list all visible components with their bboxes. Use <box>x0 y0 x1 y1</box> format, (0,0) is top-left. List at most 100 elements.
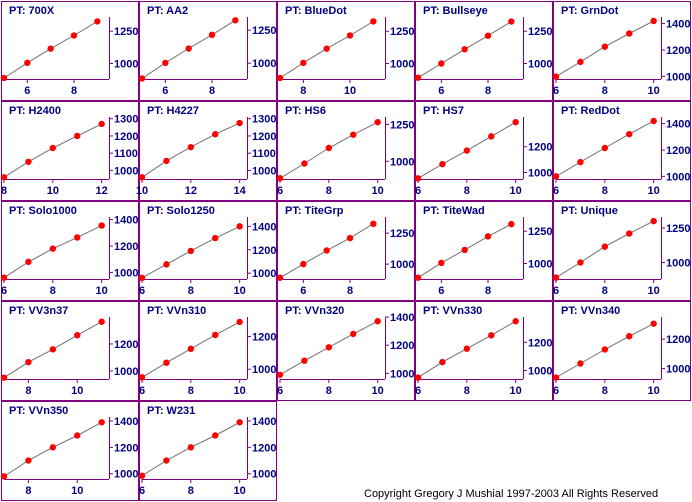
y-tick-label: 1200 <box>252 245 276 257</box>
chart-title: PT: GrnDot <box>561 5 619 17</box>
data-point <box>512 118 519 126</box>
y-tick-label: 1200 <box>390 340 414 352</box>
chart-panel: PT: H4227 10 12 14 1000 1100 1200 1300 <box>136 101 277 201</box>
data-point <box>414 274 422 281</box>
x-tick-label: 8 <box>326 185 332 197</box>
data-point <box>300 59 307 67</box>
y-tick-label: 1400 <box>666 119 690 131</box>
data-point <box>414 74 422 81</box>
panel-frame <box>1 401 139 501</box>
copyright-notice: Copyright Gregory J Mushial 1997-2003 Al… <box>364 488 659 500</box>
data-point <box>300 260 307 268</box>
panel-frame <box>415 1 553 101</box>
panel-frame <box>139 301 277 401</box>
chart-panel: PT: TiteGrp 6 8 1000 1250 <box>276 201 415 301</box>
chart-panel: PT: Solo1250 6 8 10 1000 1200 1400 <box>138 201 277 301</box>
y-tick-label: 1250 <box>528 226 552 238</box>
data-point <box>212 432 219 439</box>
y-tick-label: 1000 <box>114 165 138 177</box>
data-point <box>626 230 633 237</box>
chart-panel: PT: VVn320 6 8 10 1000 1200 1400 <box>276 301 415 401</box>
data-point <box>626 332 633 340</box>
x-tick-label: 10 <box>71 385 83 397</box>
chart-panel: PT: W231 6 8 10 1000 1200 1400 <box>138 401 277 501</box>
data-point <box>162 59 169 67</box>
chart-title: PT: Solo1250 <box>147 205 215 217</box>
panel-frame <box>415 101 553 201</box>
chart-panel: PT: VVn340 6 8 10 1000 1200 <box>552 301 691 401</box>
y-tick-label: 1400 <box>252 221 276 233</box>
data-point <box>374 318 381 325</box>
data-point <box>163 261 170 268</box>
data-point <box>74 331 81 339</box>
chart-panel: PT: BlueDot 8 10 1000 1250 <box>276 1 415 101</box>
chart-title: PT: BlueDot <box>285 5 347 17</box>
data-point <box>25 258 32 266</box>
x-tick-label: 10 <box>648 85 660 97</box>
x-tick-label: 6 <box>415 185 421 197</box>
data-point <box>236 419 243 426</box>
y-tick-label: 1250 <box>666 223 690 235</box>
data-point <box>301 160 308 167</box>
y-tick-label: 1000 <box>666 71 690 83</box>
chart-panel: PT: Bullseye 6 8 1000 1250 <box>414 1 553 101</box>
data-point <box>70 32 78 39</box>
data-point <box>187 143 195 151</box>
panel-frame <box>553 1 691 101</box>
data-point <box>276 175 284 182</box>
data-point <box>601 243 609 250</box>
x-tick-label: 8 <box>602 185 608 197</box>
data-point <box>301 357 308 364</box>
y-tick-label: 1200 <box>252 332 276 344</box>
y-tick-label: 1000 <box>390 156 414 168</box>
data-point <box>276 274 284 281</box>
x-tick-label: 8 <box>209 85 215 97</box>
chart-panel: PT: GrnDot 6 8 10 1000 1200 1400 <box>552 1 691 101</box>
chart-title: PT: W231 <box>147 405 195 417</box>
y-tick-label: 1400 <box>666 19 690 31</box>
data-point <box>276 371 284 378</box>
y-tick-label: 1200 <box>666 145 690 157</box>
panel-frame <box>553 201 691 301</box>
y-tick-label: 1000 <box>252 364 276 376</box>
y-tick-label: 1200 <box>252 442 276 454</box>
data-point <box>463 345 471 352</box>
x-tick-label: 6 <box>553 285 559 297</box>
data-point <box>185 45 192 52</box>
panel-frame <box>415 201 553 301</box>
panel-frame <box>553 301 691 401</box>
x-tick-label: 8 <box>602 85 608 97</box>
data-point <box>49 346 57 353</box>
y-tick-label: 1200 <box>528 337 552 349</box>
data-point <box>49 444 57 451</box>
data-point <box>138 472 146 479</box>
x-tick-label: 10 <box>47 185 59 197</box>
x-tick-label: 8 <box>602 385 608 397</box>
data-point <box>49 144 57 152</box>
x-tick-label: 6 <box>553 185 559 197</box>
x-tick-label: 8 <box>188 285 194 297</box>
data-point <box>508 220 515 228</box>
x-tick-label: 8 <box>1 185 7 197</box>
y-tick-label: 1250 <box>528 26 552 38</box>
data-point <box>552 173 560 180</box>
x-tick-label: 10 <box>648 185 660 197</box>
data-point <box>187 345 195 353</box>
panel-frame <box>415 301 553 401</box>
data-point <box>350 131 357 138</box>
data-point <box>577 58 584 66</box>
chart-panel: PT: TiteWad 6 8 1000 1250 <box>414 201 553 301</box>
data-point <box>484 32 492 39</box>
x-tick-label: 8 <box>188 385 194 397</box>
x-tick-label: 6 <box>139 385 145 397</box>
y-tick-label: 1400 <box>114 416 138 428</box>
panel-frame <box>553 101 691 201</box>
y-tick-label: 1300 <box>114 114 138 126</box>
data-point <box>650 217 657 225</box>
y-tick-label: 1250 <box>390 228 414 240</box>
y-tick-label: 1400 <box>390 312 414 324</box>
data-point <box>208 31 216 39</box>
x-tick-label: 10 <box>372 385 384 397</box>
data-point <box>374 118 381 126</box>
data-point <box>163 157 170 165</box>
